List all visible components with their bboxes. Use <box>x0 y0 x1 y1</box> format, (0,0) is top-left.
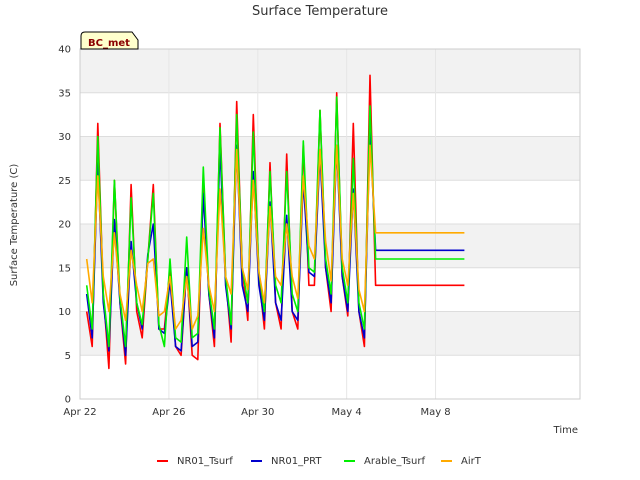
y-tick-label: 20 <box>58 220 71 231</box>
y-tick-label: 15 <box>58 263 71 274</box>
x-axis-ticks: Apr 22 Apr 26 Apr 30 May 4 May 8 <box>63 407 450 418</box>
y-tick-label: 0 <box>65 395 71 406</box>
plot-band <box>80 92 580 137</box>
legend-item-arable-tsurf: Arable_Tsurf <box>344 456 425 467</box>
y-tick-label: 30 <box>58 132 71 143</box>
y-axis-ticks: 0 5 10 15 20 25 30 35 40 <box>58 45 71 406</box>
legend-item-airt: AirT <box>441 456 482 467</box>
plot-band <box>80 180 580 224</box>
site-badge: BC_met <box>80 31 139 50</box>
legend-item-nr01-tsurf: NR01_Tsurf <box>157 456 233 467</box>
plot-band <box>80 355 580 399</box>
plot-frame <box>79 48 581 400</box>
y-axis-label: Surface Temperature (C) <box>9 164 20 287</box>
legend-label: NR01_PRT <box>271 456 322 467</box>
y-tick-label: 10 <box>58 307 71 318</box>
plot-band <box>80 136 580 181</box>
site-badge-shape <box>80 31 139 50</box>
chart-title: Surface Temperature <box>252 4 388 19</box>
y-tick-label: 5 <box>65 351 71 362</box>
legend-label: NR01_Tsurf <box>177 456 233 467</box>
y-tick-label: 25 <box>58 176 71 187</box>
x-axis-label: Time <box>553 425 578 436</box>
legend-item-nr01-prt: NR01_PRT <box>251 456 322 467</box>
plot-band <box>80 311 580 356</box>
y-tick-label: 40 <box>58 45 71 56</box>
x-tick-label: Apr 26 <box>152 407 185 418</box>
plot-band <box>80 49 580 93</box>
legend: NR01_Tsurf NR01_PRT Arable_Tsurf AirT <box>157 456 482 467</box>
plot-band <box>80 224 580 268</box>
plot-background <box>80 49 580 399</box>
series-line-airt <box>85 144 465 330</box>
legend-label: AirT <box>461 456 482 467</box>
x-tick-label: May 4 <box>332 407 362 418</box>
series-line-arable-tsurf <box>85 96 465 348</box>
x-tick-label: Apr 30 <box>241 407 274 418</box>
site-badge-label: BC_met <box>88 38 130 49</box>
y-tick-label: 35 <box>58 88 71 99</box>
legend-label: Arable_Tsurf <box>364 456 425 467</box>
x-tick-label: Apr 22 <box>63 407 96 418</box>
axes <box>79 48 581 400</box>
x-tick-label: May 8 <box>420 407 450 418</box>
series-layer <box>85 74 465 370</box>
